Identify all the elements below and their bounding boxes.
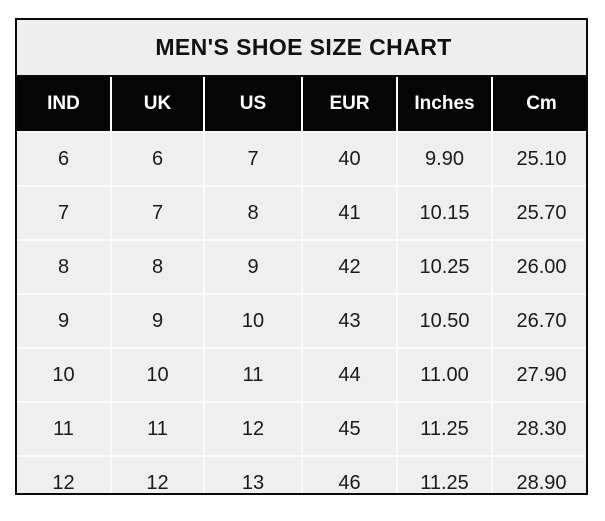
cell-cm: 25.10 bbox=[490, 131, 586, 186]
cell-eur: 46 bbox=[301, 455, 397, 493]
cell-cm: 28.90 bbox=[490, 455, 586, 493]
cell-ind: 10 bbox=[17, 347, 111, 402]
cell-uk: 6 bbox=[110, 131, 204, 186]
table-row: 11 11 12 45 11.25 28.30 bbox=[17, 401, 586, 456]
cell-ind: 9 bbox=[17, 293, 111, 348]
cell-eur: 40 bbox=[301, 131, 397, 186]
cell-us: 10 bbox=[203, 293, 302, 348]
cell-inches: 9.90 bbox=[396, 131, 492, 186]
cell-inches: 10.50 bbox=[396, 293, 492, 348]
cell-us: 13 bbox=[203, 455, 302, 493]
cell-eur: 44 bbox=[301, 347, 397, 402]
cell-cm: 25.70 bbox=[490, 185, 586, 240]
cell-cm: 28.30 bbox=[490, 401, 586, 456]
table-row: 12 12 13 46 11.25 28.90 bbox=[17, 455, 586, 493]
shoe-size-table: MEN'S SHOE SIZE CHART IND UK US EUR Inch… bbox=[17, 20, 586, 493]
cell-uk: 8 bbox=[110, 239, 204, 294]
cell-ind: 8 bbox=[17, 239, 111, 294]
cell-us: 12 bbox=[203, 401, 302, 456]
chart-title: MEN'S SHOE SIZE CHART bbox=[17, 20, 586, 76]
table-row: 8 8 9 42 10.25 26.00 bbox=[17, 239, 586, 294]
column-header-uk: UK bbox=[110, 75, 204, 132]
cell-cm: 27.90 bbox=[490, 347, 586, 402]
column-header-ind: IND bbox=[17, 75, 111, 132]
cell-eur: 43 bbox=[301, 293, 397, 348]
chart-title-row: MEN'S SHOE SIZE CHART bbox=[17, 20, 586, 76]
cell-inches: 11.25 bbox=[396, 401, 492, 456]
cell-uk: 9 bbox=[110, 293, 204, 348]
cell-cm: 26.70 bbox=[490, 293, 586, 348]
cell-us: 7 bbox=[203, 131, 302, 186]
column-header-inches: Inches bbox=[396, 75, 492, 132]
cell-ind: 11 bbox=[17, 401, 111, 456]
table-row: 9 9 10 43 10.50 26.70 bbox=[17, 293, 586, 348]
cell-ind: 6 bbox=[17, 131, 111, 186]
table-row: 7 7 8 41 10.15 25.70 bbox=[17, 185, 586, 240]
cell-us: 8 bbox=[203, 185, 302, 240]
table-row: 6 6 7 40 9.90 25.10 bbox=[17, 131, 586, 186]
cell-inches: 11.25 bbox=[396, 455, 492, 493]
cell-inches: 10.15 bbox=[396, 185, 492, 240]
cell-uk: 12 bbox=[110, 455, 204, 493]
cell-ind: 12 bbox=[17, 455, 111, 493]
cell-inches: 11.00 bbox=[396, 347, 492, 402]
cell-uk: 7 bbox=[110, 185, 204, 240]
column-header-us: US bbox=[203, 75, 302, 132]
cell-us: 11 bbox=[203, 347, 302, 402]
column-header-cm: Cm bbox=[490, 75, 586, 132]
shoe-size-chart-container: MEN'S SHOE SIZE CHART IND UK US EUR Inch… bbox=[15, 18, 588, 495]
cell-uk: 10 bbox=[110, 347, 204, 402]
cell-inches: 10.25 bbox=[396, 239, 492, 294]
cell-eur: 42 bbox=[301, 239, 397, 294]
cell-eur: 41 bbox=[301, 185, 397, 240]
cell-ind: 7 bbox=[17, 185, 111, 240]
cell-eur: 45 bbox=[301, 401, 397, 456]
cell-us: 9 bbox=[203, 239, 302, 294]
table-header-row: IND UK US EUR Inches Cm bbox=[17, 75, 586, 132]
cell-cm: 26.00 bbox=[490, 239, 586, 294]
table-row: 10 10 11 44 11.00 27.90 bbox=[17, 347, 586, 402]
column-header-eur: EUR bbox=[301, 75, 397, 132]
cell-uk: 11 bbox=[110, 401, 204, 456]
